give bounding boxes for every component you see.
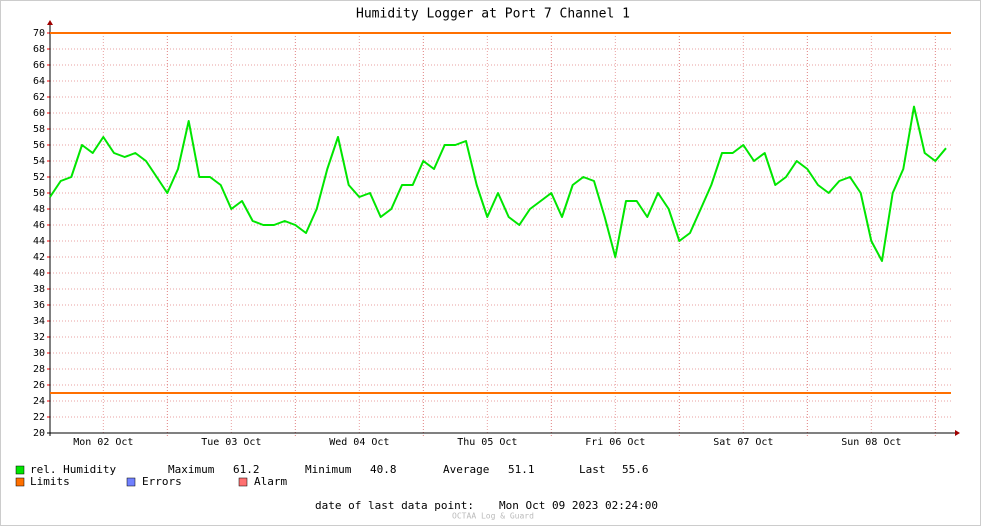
- legend-swatch: [238, 477, 248, 487]
- legend-swatch: [126, 477, 136, 487]
- y-tick-label: 42: [33, 252, 45, 263]
- stat-label: Minimum: [305, 463, 352, 476]
- stat-value: 61.2: [233, 463, 260, 476]
- y-tick-label: 54: [33, 156, 45, 167]
- legend-label: Limits: [30, 475, 70, 488]
- x-tick-label: Fri 06 Oct: [585, 437, 645, 448]
- y-tick-label: 46: [33, 220, 45, 231]
- y-tick-label: 60: [33, 108, 45, 119]
- axis-arrow: [955, 430, 960, 436]
- legend-swatch: [15, 465, 25, 475]
- y-tick-label: 28: [33, 364, 45, 375]
- y-tick-label: 68: [33, 44, 45, 55]
- y-tick-label: 70: [33, 28, 45, 39]
- y-tick-label: 50: [33, 188, 45, 199]
- axis-arrow: [47, 20, 53, 25]
- footer-value: Mon Oct 09 2023 02:24:00: [499, 499, 658, 512]
- legend-label: rel. Humidity: [30, 463, 116, 476]
- x-tick-label: Sat 07 Oct: [713, 437, 773, 448]
- y-tick-label: 56: [33, 140, 45, 151]
- x-tick-label: Tue 03 Oct: [201, 437, 261, 448]
- legend-swatch: [15, 477, 25, 487]
- x-tick-label: Mon 02 Oct: [73, 437, 133, 448]
- stat-value: 51.1: [508, 463, 535, 476]
- data-line: [49, 105, 947, 262]
- legend-label: Errors: [142, 475, 182, 488]
- y-tick-label: 58: [33, 124, 45, 135]
- stat-label: Last: [579, 463, 606, 476]
- y-tick-label: 38: [33, 284, 45, 295]
- y-tick-label: 62: [33, 92, 45, 103]
- stat-value: 55.6: [622, 463, 649, 476]
- y-tick-label: 34: [33, 316, 45, 327]
- y-tick-label: 24: [33, 396, 45, 407]
- y-tick-label: 22: [33, 412, 45, 423]
- y-tick-label: 36: [33, 300, 45, 311]
- y-tick-label: 66: [33, 60, 45, 71]
- x-tick-label: Wed 04 Oct: [329, 437, 389, 448]
- watermark: OCTAA Log & Guard: [452, 512, 534, 521]
- y-tick-label: 32: [33, 332, 45, 343]
- legend-label: Alarm: [254, 475, 287, 488]
- y-tick-label: 40: [33, 268, 45, 279]
- stat-label: Average: [443, 463, 489, 476]
- y-tick-label: 44: [33, 236, 45, 247]
- footer-label: date of last data point:: [315, 499, 474, 512]
- stat-label: Maximum: [168, 463, 215, 476]
- y-tick-label: 20: [33, 428, 45, 439]
- x-tick-label: Thu 05 Oct: [457, 437, 517, 448]
- chart-title: Humidity Logger at Port 7 Channel 1: [356, 7, 630, 22]
- x-tick-label: Sun 08 Oct: [841, 437, 901, 448]
- y-tick-label: 30: [33, 348, 45, 359]
- y-tick-label: 26: [33, 380, 45, 391]
- stat-value: 40.8: [370, 463, 397, 476]
- y-tick-label: 48: [33, 204, 45, 215]
- y-tick-label: 52: [33, 172, 45, 183]
- y-tick-label: 64: [33, 76, 45, 87]
